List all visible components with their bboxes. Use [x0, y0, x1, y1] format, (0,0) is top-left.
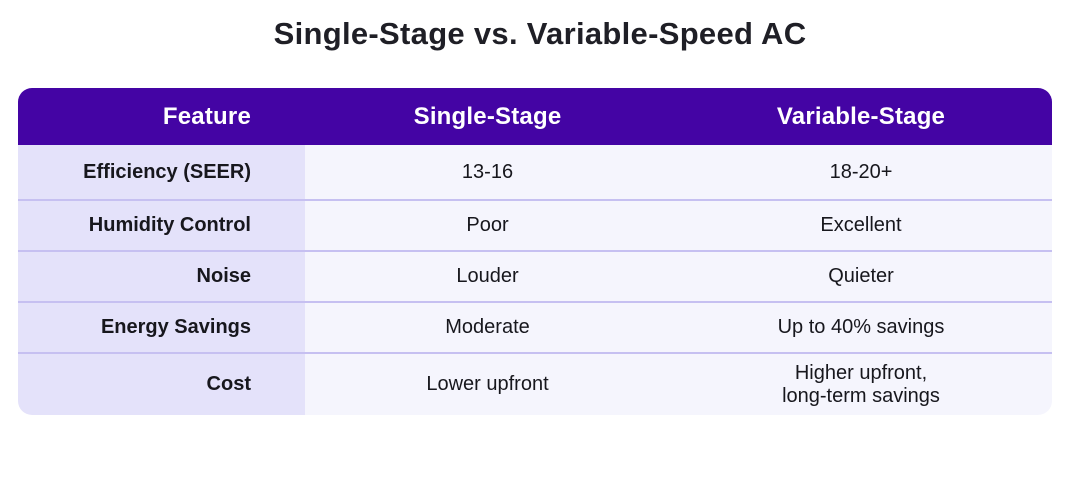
table-row: Cost Lower upfront Higher upfront, long-… — [18, 352, 1052, 415]
feature-cell: Cost — [18, 354, 305, 415]
variable-stage-cell: Up to 40% savings — [670, 303, 1052, 352]
single-stage-cell: Moderate — [305, 303, 670, 352]
single-stage-cell: 13-16 — [305, 145, 670, 199]
table-header-row: Feature Single-Stage Variable-Stage — [18, 88, 1052, 145]
variable-stage-cell: Higher upfront, long-term savings — [670, 354, 1052, 415]
variable-stage-cell: Excellent — [670, 201, 1052, 250]
table-row: Humidity Control Poor Excellent — [18, 199, 1052, 250]
feature-cell: Efficiency (SEER) — [18, 145, 305, 199]
single-stage-cell: Lower upfront — [305, 354, 670, 415]
variable-stage-cell: Quieter — [670, 252, 1052, 301]
table-row: Noise Louder Quieter — [18, 250, 1052, 301]
table-row: Energy Savings Moderate Up to 40% saving… — [18, 301, 1052, 352]
single-stage-cell: Poor — [305, 201, 670, 250]
feature-cell: Energy Savings — [18, 303, 305, 352]
column-header-single-stage: Single-Stage — [413, 102, 562, 130]
page-title: Single-Stage vs. Variable-Speed AC — [273, 16, 807, 51]
variable-stage-cell: 18-20+ — [670, 145, 1052, 199]
feature-cell: Humidity Control — [18, 201, 305, 250]
comparison-table: Feature Single-Stage Variable-Stage Effi… — [18, 88, 1052, 415]
table-row: Efficiency (SEER) 13-16 18-20+ — [18, 145, 1052, 199]
single-stage-cell: Louder — [305, 252, 670, 301]
column-header-feature: Feature — [162, 102, 251, 130]
table-body: Efficiency (SEER) 13-16 18-20+ Humidity … — [18, 145, 1052, 415]
column-header-variable-stage: Variable-Stage — [776, 102, 946, 130]
feature-cell: Noise — [18, 252, 305, 301]
